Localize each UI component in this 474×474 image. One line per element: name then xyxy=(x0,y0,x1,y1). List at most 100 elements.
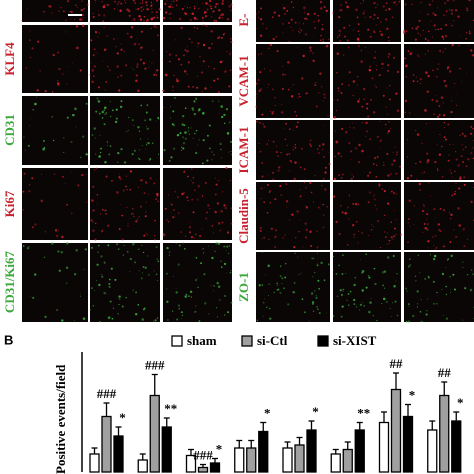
speckle xyxy=(193,112,197,116)
speckle xyxy=(184,131,187,134)
speckle xyxy=(260,197,262,200)
speckle xyxy=(272,110,275,113)
speckle xyxy=(221,0,225,3)
speckle xyxy=(34,102,37,106)
speckle xyxy=(419,82,421,84)
speckle xyxy=(109,115,112,118)
speckle xyxy=(411,52,413,54)
speckle xyxy=(286,10,289,12)
speckle xyxy=(147,142,150,145)
speckle xyxy=(40,173,42,175)
speckle xyxy=(263,125,266,128)
speckle xyxy=(385,9,387,11)
speckle xyxy=(420,2,422,4)
speckle xyxy=(111,317,114,320)
speckle xyxy=(303,6,306,10)
speckle xyxy=(121,238,124,241)
speckle xyxy=(311,301,315,304)
speckle xyxy=(24,149,26,151)
speckle xyxy=(272,37,275,41)
speckle xyxy=(454,190,457,193)
speckle xyxy=(436,68,439,70)
speckle xyxy=(177,263,180,266)
speckle xyxy=(367,201,370,204)
speckle xyxy=(106,140,108,142)
speckle xyxy=(225,250,227,252)
speckle xyxy=(309,181,312,184)
speckle xyxy=(197,286,199,289)
speckle xyxy=(297,256,299,258)
speckle xyxy=(305,187,307,189)
speckle xyxy=(367,115,370,118)
speckle xyxy=(261,238,263,240)
speckle xyxy=(383,190,386,193)
speckle xyxy=(119,203,121,205)
speckle xyxy=(206,134,209,137)
speckle xyxy=(169,17,171,20)
speckle xyxy=(273,11,277,14)
speckle xyxy=(228,121,231,124)
speckle xyxy=(357,23,360,26)
speckle xyxy=(137,89,140,93)
speckle xyxy=(380,33,384,36)
speckle xyxy=(138,43,140,46)
legend-swatch xyxy=(317,335,329,347)
speckle xyxy=(63,10,65,13)
speckle xyxy=(261,162,264,164)
speckle xyxy=(230,40,233,44)
speckle xyxy=(276,282,278,285)
speckle xyxy=(434,234,437,237)
speckle xyxy=(144,266,147,269)
speckle xyxy=(133,124,135,127)
speckle xyxy=(108,283,111,286)
bar xyxy=(306,429,317,473)
speckle xyxy=(313,201,315,203)
speckle xyxy=(365,286,368,289)
speckle xyxy=(291,161,293,163)
speckle xyxy=(97,100,101,103)
speckle xyxy=(272,140,275,143)
speckle xyxy=(299,189,301,191)
speckle xyxy=(106,3,109,6)
speckle xyxy=(432,257,436,261)
speckle xyxy=(298,230,300,233)
speckle xyxy=(156,258,159,261)
speckle xyxy=(230,150,232,152)
speckle xyxy=(135,220,138,223)
speckle xyxy=(299,166,302,169)
speckle xyxy=(173,276,175,278)
speckle xyxy=(118,89,121,92)
speckle xyxy=(57,51,60,54)
speckle xyxy=(146,144,148,146)
speckle xyxy=(189,6,191,9)
micrograph xyxy=(256,252,330,322)
speckle xyxy=(168,13,171,15)
speckle xyxy=(406,290,408,292)
speckle xyxy=(148,66,150,68)
speckle xyxy=(179,132,182,135)
speckle xyxy=(369,138,372,141)
micrograph xyxy=(163,243,232,322)
speckle xyxy=(131,119,134,122)
speckle xyxy=(225,166,228,170)
speckle xyxy=(195,18,198,21)
speckle xyxy=(321,184,323,187)
speckle xyxy=(153,238,156,241)
speckle xyxy=(217,91,220,94)
speckle xyxy=(213,232,215,234)
speckle xyxy=(373,267,376,270)
speckle xyxy=(289,159,292,163)
speckle xyxy=(127,129,129,131)
speckle xyxy=(444,2,447,5)
speckle xyxy=(318,312,321,315)
speckle xyxy=(426,152,429,155)
speckle xyxy=(323,214,325,216)
speckle xyxy=(340,205,342,207)
speckle xyxy=(386,256,390,259)
speckle xyxy=(48,5,50,7)
speckle xyxy=(174,39,176,41)
speckle xyxy=(182,242,184,244)
speckle xyxy=(463,183,466,186)
speckle xyxy=(362,301,364,303)
speckle xyxy=(443,121,446,124)
